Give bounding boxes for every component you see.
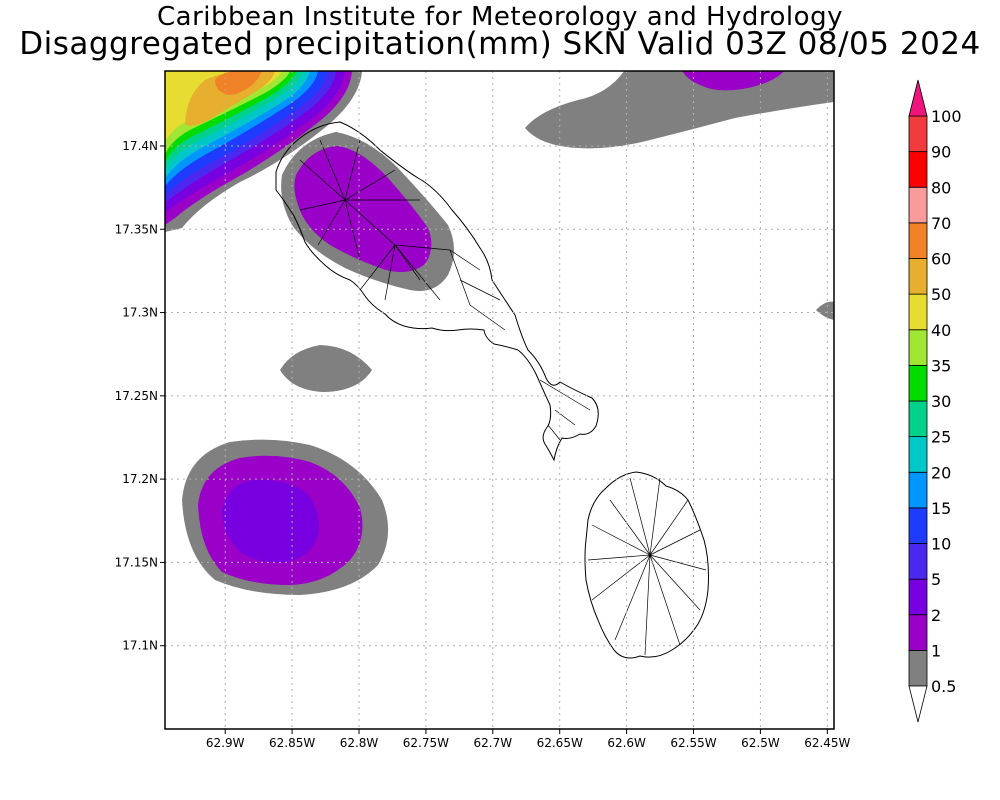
colorbar-label: 70 — [931, 214, 951, 233]
colorbar-segment — [908, 471, 928, 509]
colorbar-label: 10 — [931, 535, 951, 554]
island-st-kitts — [275, 121, 599, 462]
x-tick-label: 62.65W — [537, 736, 583, 750]
y-tick-label: 17.4N — [122, 139, 158, 153]
colorbar-label: 15 — [931, 499, 951, 518]
colorbar-label: 0.5 — [931, 677, 956, 696]
colorbar-segment — [908, 507, 928, 544]
colorbar-segment — [908, 222, 928, 259]
y-tick-label: 17.3N — [122, 306, 158, 320]
x-tick-label: 62.7W — [474, 736, 513, 750]
colorbar-label: 30 — [931, 392, 951, 411]
title-line-2: Disaggregated precipitation(mm) SKN Vali… — [19, 26, 981, 62]
precip-level-0.5 — [525, 71, 834, 149]
colorbar-segment — [908, 543, 928, 580]
colorbar-label: 5 — [931, 570, 941, 589]
colorbar-label: 40 — [931, 321, 951, 340]
map-frame — [164, 70, 835, 730]
colorbar-over-arrow — [908, 79, 928, 117]
colorbar-label: 2 — [931, 606, 941, 625]
colorbar-segment — [908, 436, 928, 473]
colorbar-label: 1 — [931, 641, 941, 660]
colorbar-segment — [908, 614, 928, 651]
precip-level-0.5 — [280, 345, 372, 392]
colorbar-segment — [908, 258, 928, 295]
x-tick-label: 62.85W — [269, 736, 315, 750]
colorbar-segment — [908, 329, 928, 366]
colorbar-segment — [908, 649, 928, 687]
y-tick-label: 17.25N — [115, 389, 158, 403]
colorbar-label: 60 — [931, 250, 951, 269]
x-tick-label: 62.75W — [403, 736, 449, 750]
x-tick-label: 62.6W — [607, 736, 646, 750]
y-axis: 17.4N 17.35N 17.3N 17.25N 17.2N 17.15N 17.1N — [115, 139, 165, 653]
colorbar-label: 50 — [931, 285, 951, 304]
precip-field — [165, 71, 834, 595]
precip-level-1 — [294, 146, 432, 272]
precip-level-2 — [222, 479, 319, 563]
precip-level-60 — [215, 71, 262, 95]
x-tick-label: 62.5W — [741, 736, 780, 750]
island-outlines — [275, 121, 709, 659]
x-tick-label: 62.9W — [206, 736, 245, 750]
colorbar-label: 90 — [931, 143, 951, 162]
colorbar-under-arrow — [908, 685, 928, 723]
colorbar-label: 80 — [931, 178, 951, 197]
grid-lines — [165, 71, 834, 729]
y-tick-label: 17.15N — [115, 555, 158, 569]
x-axis: 62.9W 62.85W 62.8W 62.75W 62.7W 62.65W 62.6W 62… — [206, 729, 851, 750]
colorbar-segment — [908, 186, 928, 224]
island-nevis — [584, 471, 709, 659]
drainage-network — [299, 139, 707, 656]
precip-level-50 — [185, 71, 275, 126]
colorbar-segment — [908, 578, 928, 616]
colorbar-segment — [908, 115, 928, 153]
x-tick-label: 62.55W — [670, 736, 716, 750]
y-tick-label: 17.1N — [122, 639, 158, 653]
colorbar-segment — [908, 364, 928, 402]
title-line-1: Caribbean Institute for Meteorology and … — [157, 2, 843, 32]
colorbar-segment — [908, 151, 928, 188]
y-tick-label: 17.2N — [122, 472, 158, 486]
colorbar-label: 25 — [931, 428, 951, 447]
precip-level-0.5 — [816, 301, 834, 320]
x-tick-label: 62.45W — [804, 736, 850, 750]
y-tick-label: 17.35N — [115, 222, 158, 236]
colorbar-segment — [908, 400, 928, 438]
precip-level-1 — [682, 71, 785, 91]
colorbar-label: 35 — [931, 356, 951, 375]
colorbar-label: 20 — [931, 463, 951, 482]
x-tick-label: 62.8W — [340, 736, 379, 750]
colorbar-segment — [908, 293, 928, 331]
colorbar-label: 100 — [931, 107, 962, 126]
